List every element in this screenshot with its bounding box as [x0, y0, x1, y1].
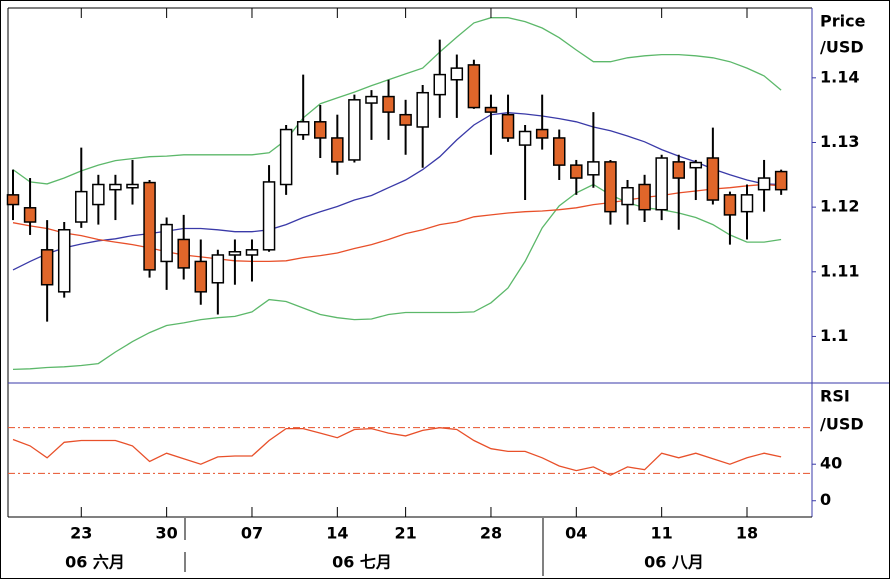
candle-body [672, 161, 685, 179]
candle-body [587, 161, 600, 176]
y-tick-label: 1.13 [820, 132, 859, 151]
candle-body [92, 183, 105, 206]
indicator-line [12, 17, 782, 185]
candle-body [501, 113, 515, 139]
x-tick-label: 18 [736, 524, 758, 543]
y-tick-label: 1.12 [820, 197, 859, 216]
candle-body [296, 121, 310, 136]
candle-body [723, 194, 737, 216]
x-tick-label: 30 [155, 524, 177, 543]
axis-title: /USD [820, 415, 864, 434]
candle-body [655, 157, 668, 211]
candle-body [774, 170, 788, 191]
candle-body [416, 91, 429, 128]
candle-body [518, 130, 532, 146]
candle-body [552, 137, 566, 166]
month-label: 06 六月 [65, 553, 125, 572]
candle-body [757, 177, 771, 191]
indicator-line [12, 183, 782, 263]
candle-body [40, 249, 54, 286]
candle-body [331, 137, 344, 163]
candle-body [245, 249, 259, 256]
y-tick-label: 1.14 [820, 67, 859, 86]
candle-body [194, 260, 208, 293]
x-tick-label: 23 [70, 524, 92, 543]
y-tick-label: 1.11 [820, 261, 859, 280]
candle-body [450, 67, 464, 81]
axis-title: Price [820, 12, 866, 31]
month-label: 06 八月 [644, 553, 704, 572]
candle-body [365, 95, 378, 104]
x-tick-label: 14 [326, 524, 348, 543]
x-tick-label: 11 [651, 524, 673, 543]
month-label: 06 七月 [332, 553, 392, 572]
x-tick-label: 21 [394, 524, 416, 543]
candle-body [399, 113, 412, 126]
candle-body [348, 99, 361, 161]
y-tick-label: 40 [820, 454, 842, 473]
candle-body [160, 223, 173, 263]
candle-body [484, 106, 498, 113]
candle-body [75, 190, 88, 223]
candle-body [228, 251, 242, 256]
candle-body [279, 128, 293, 186]
candle-body [467, 64, 481, 109]
y-tick-label: 1.1 [820, 326, 848, 345]
candle-body [621, 186, 634, 206]
candle-body [314, 121, 327, 139]
candle-body [109, 183, 122, 191]
candle-body [6, 194, 20, 206]
x-tick-label: 07 [241, 524, 263, 543]
x-tick-label: 04 [565, 524, 587, 543]
indicator-line [12, 112, 782, 271]
candle-body [211, 254, 225, 284]
candle-body [570, 164, 583, 179]
candle-body [535, 128, 549, 139]
candle-body [638, 183, 651, 211]
rsi-line [12, 427, 782, 476]
candle-body [706, 157, 720, 201]
candle-body [57, 229, 71, 293]
axis-title: /USD [820, 38, 864, 57]
candle-body [143, 181, 156, 271]
candle-body [262, 181, 276, 251]
indicator-line [12, 183, 782, 371]
candle-body [23, 207, 37, 223]
candle-body [433, 73, 446, 96]
axis-title: RSI [820, 387, 850, 406]
candle-body [740, 194, 754, 213]
candle-body [382, 95, 395, 113]
x-tick-label: 28 [480, 524, 502, 543]
y-tick-label: 0 [820, 490, 831, 509]
candle-body [689, 161, 703, 169]
candle-body [126, 183, 139, 189]
candle-body [604, 161, 617, 213]
candle-body [177, 238, 190, 269]
